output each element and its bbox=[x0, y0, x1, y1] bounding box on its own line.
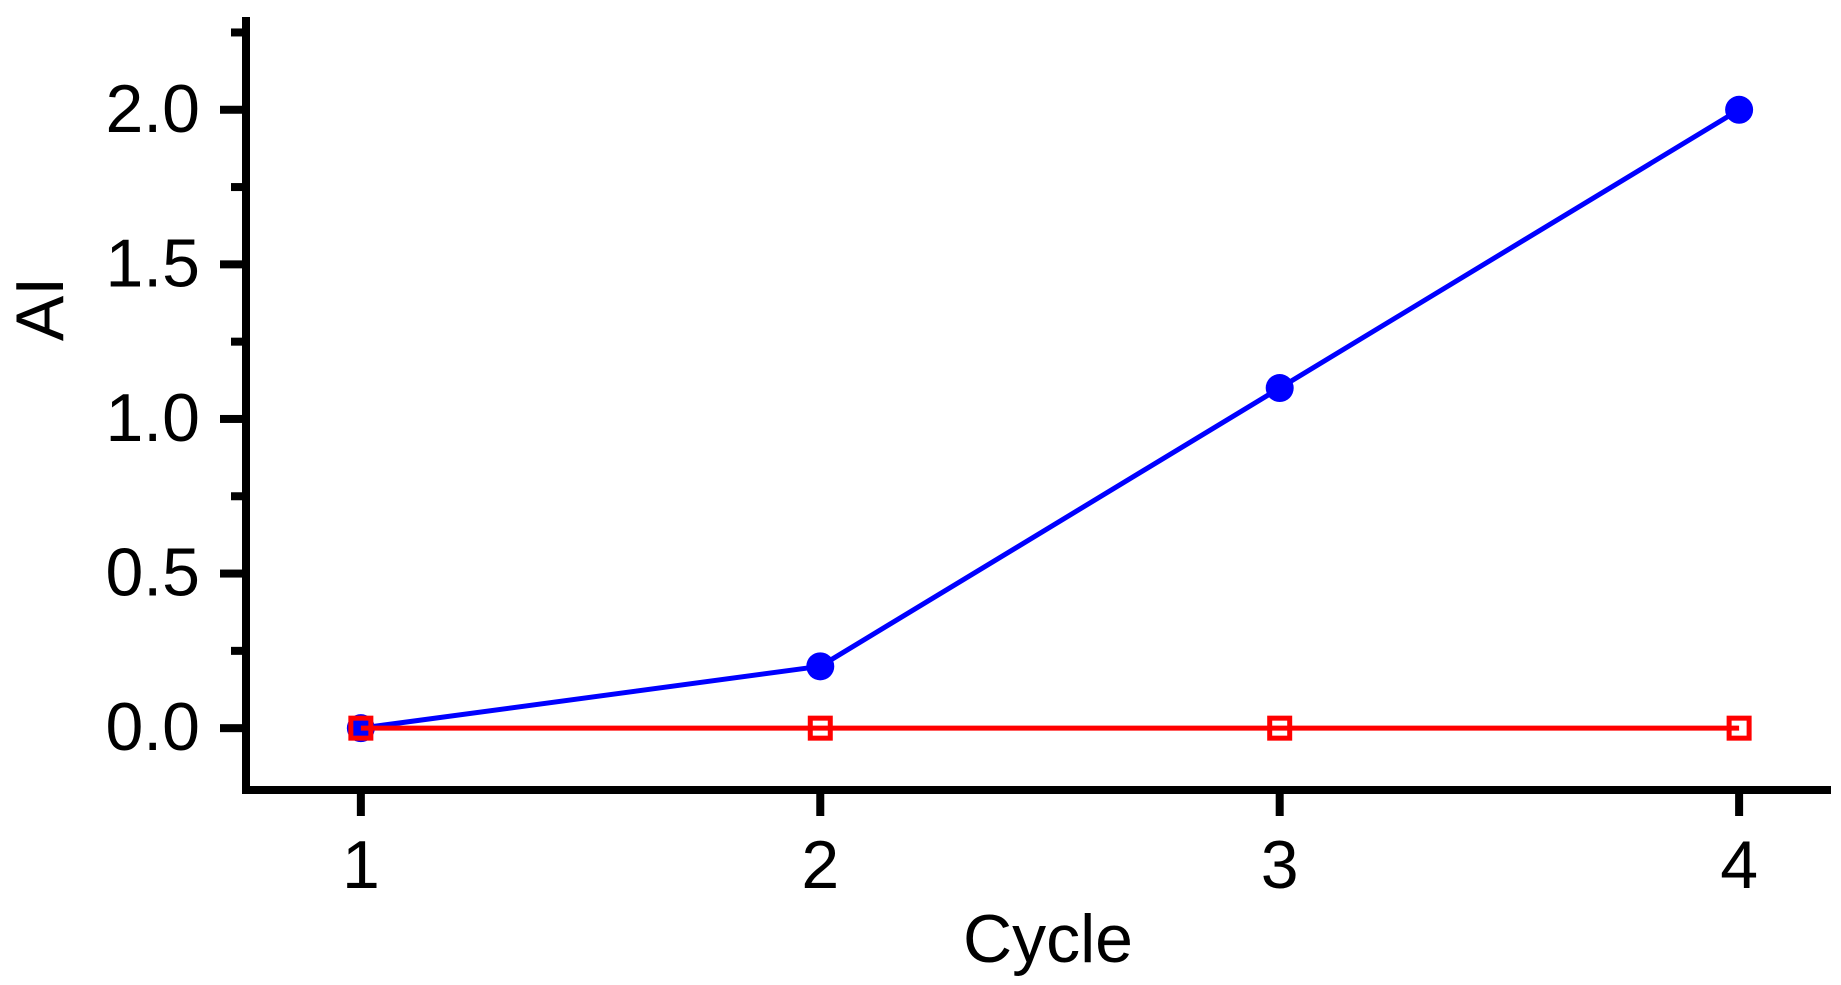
x-tick-label: 2 bbox=[801, 827, 839, 903]
x-major-tick bbox=[356, 794, 365, 816]
y-major-tick bbox=[220, 414, 242, 423]
y-minor-tick bbox=[231, 646, 242, 655]
x-axis-spine bbox=[242, 786, 1831, 794]
blue-filled-circle-series-point bbox=[806, 652, 835, 681]
x-major-tick bbox=[816, 794, 825, 816]
y-tick-label: 2.0 bbox=[105, 71, 200, 147]
x-tick-label: 4 bbox=[1720, 827, 1758, 903]
y-major-tick bbox=[220, 105, 242, 114]
y-tick-label: 1.0 bbox=[105, 380, 200, 456]
red-open-square-series-point bbox=[1267, 715, 1293, 741]
x-major-tick bbox=[1275, 794, 1284, 816]
y-tick-label: 1.5 bbox=[105, 225, 200, 301]
y-major-tick bbox=[220, 260, 242, 269]
red-open-square-series-point bbox=[807, 715, 833, 741]
y-major-tick bbox=[220, 724, 242, 733]
y-major-tick bbox=[220, 569, 242, 578]
x-major-tick bbox=[1735, 794, 1744, 816]
y-minor-tick bbox=[231, 183, 242, 192]
y-axis-spine bbox=[242, 17, 250, 794]
y-minor-tick bbox=[231, 492, 242, 501]
y-minor-tick bbox=[231, 337, 242, 346]
x-tick-label: 3 bbox=[1261, 827, 1299, 903]
y-axis-label: AI bbox=[2, 277, 78, 341]
y-tick-label: 0.5 bbox=[105, 535, 200, 611]
y-minor-tick bbox=[231, 28, 242, 37]
blue-filled-circle-series-line bbox=[360, 107, 1741, 731]
blue-filled-circle-series-point bbox=[1265, 374, 1294, 403]
red-open-square-series-point bbox=[348, 715, 374, 741]
x-axis-label: Cycle bbox=[963, 901, 1133, 977]
x-tick-label: 1 bbox=[342, 827, 380, 903]
blue-filled-circle-series-point bbox=[1725, 95, 1754, 124]
y-tick-label: 0.0 bbox=[105, 689, 200, 765]
red-open-square-series-point bbox=[1726, 715, 1752, 741]
